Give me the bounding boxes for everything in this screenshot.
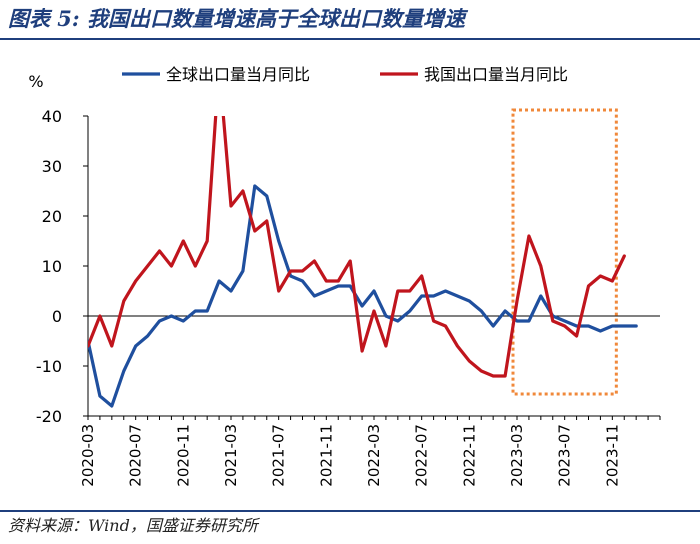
chart-series bbox=[87, 115, 638, 408]
x-tick-label: 2023-07 bbox=[556, 424, 574, 487]
y-tick-label: -20 bbox=[36, 407, 62, 426]
series-line-china bbox=[88, 116, 626, 378]
x-tick-label: 2021-07 bbox=[270, 424, 288, 487]
highlight-box bbox=[511, 108, 618, 396]
y-tick-label: -10 bbox=[36, 357, 62, 376]
y-tick-label: 30 bbox=[42, 157, 62, 176]
x-tick-label: 2023-11 bbox=[603, 424, 621, 487]
x-tick-label: 2021-03 bbox=[222, 424, 240, 487]
legend-label: 全球出口量当月同比 bbox=[166, 65, 310, 84]
legend-label: 我国出口量当月同比 bbox=[424, 65, 568, 84]
x-tick-label: 2022-11 bbox=[460, 424, 478, 487]
y-tick-label: 0 bbox=[52, 307, 62, 326]
x-tick-label: 2022-03 bbox=[365, 424, 383, 487]
y-axis-unit: % bbox=[28, 72, 43, 91]
x-tick-label: 2020-11 bbox=[174, 424, 192, 487]
footer-divider bbox=[0, 510, 700, 512]
x-tick-label: 2020-07 bbox=[127, 424, 145, 487]
line-chart: 40 30 20 10 0 -10 -20% 2020-03 2020-07 2020-11 202… bbox=[28, 65, 661, 487]
y-tick-label: 10 bbox=[42, 257, 62, 276]
source-note: 资料来源：Wind，国盛证券研究所 bbox=[8, 516, 258, 535]
chart-title: 图表 5: 我国出口数量增速高于全球出口数量增速 bbox=[8, 4, 465, 34]
title-divider bbox=[0, 38, 700, 40]
figure-number: 图表 5: bbox=[8, 6, 80, 31]
x-tick-label: 2022-07 bbox=[413, 424, 431, 487]
y-tick-label: 20 bbox=[42, 207, 62, 226]
x-tick-label: 2023-03 bbox=[508, 424, 526, 487]
x-tick-label: 2021-11 bbox=[317, 424, 335, 487]
chart-axes: 40 30 20 10 0 -10 -20% 2020-03 2020-07 2020-11 202… bbox=[28, 72, 661, 487]
series-line-global bbox=[88, 184, 638, 408]
y-tick-label: 40 bbox=[42, 107, 62, 126]
chart-legend: 全球出口量当月同比 我国出口量当月同比 bbox=[122, 65, 568, 84]
x-tick-label: 2020-03 bbox=[79, 424, 97, 487]
figure-caption: 我国出口数量增速高于全球出口数量增速 bbox=[87, 6, 465, 31]
